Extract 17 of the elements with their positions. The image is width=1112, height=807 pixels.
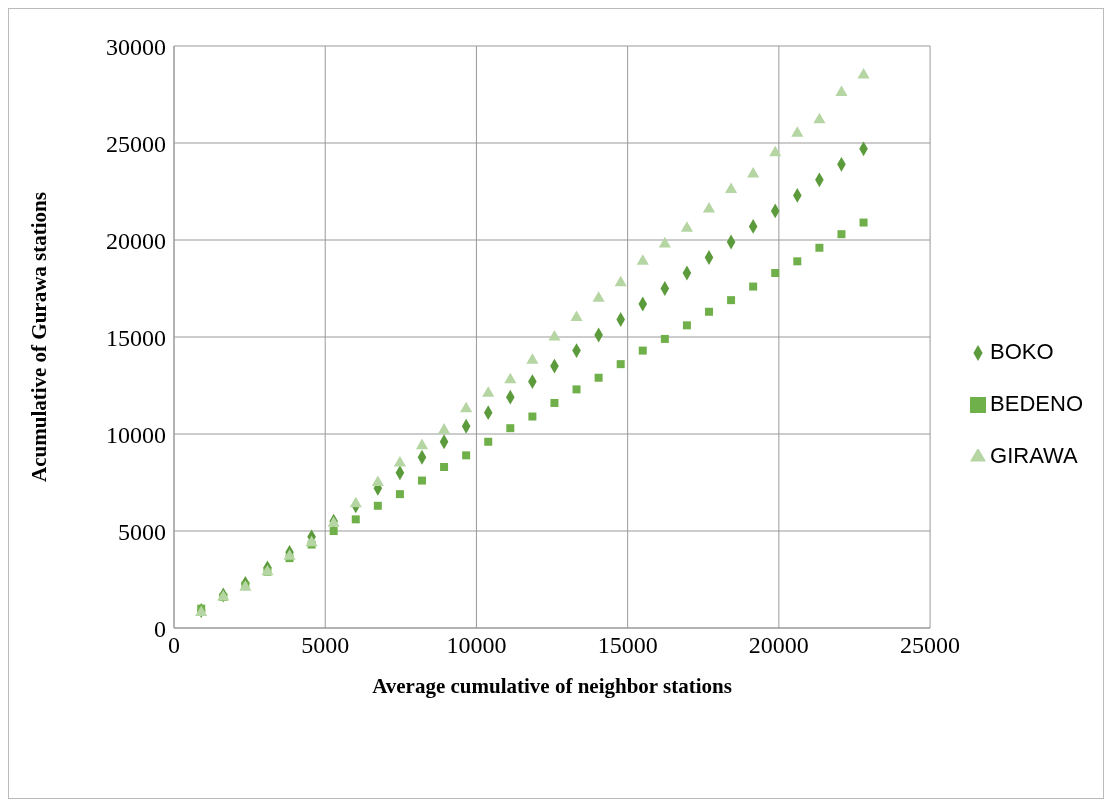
y-tick-label: 0: [154, 615, 166, 642]
y-tick-label: 30000: [106, 33, 166, 60]
x-tick-label: 25000: [900, 632, 961, 659]
x-tick-label: 15000: [597, 632, 658, 659]
x-tick-label: 10000: [446, 632, 507, 659]
y-tick-label: 5000: [118, 518, 166, 545]
y-tick-label: 15000: [106, 324, 166, 351]
y-tick-label: 25000: [106, 130, 166, 157]
legend-label: BEDENO: [990, 390, 1083, 416]
x-axis-title: Average cumulative of neighbor stations: [372, 674, 732, 698]
y-tick-label: 20000: [106, 227, 166, 254]
x-tick-label: 20000: [748, 632, 809, 659]
y-tick-label: 10000: [106, 421, 166, 448]
x-tick-label: 5000: [301, 632, 350, 659]
legend-label: BOKO: [990, 338, 1054, 364]
legend-label: GIRAWA: [990, 442, 1078, 468]
y-axis-title: Acumulative of Gurawa stations: [27, 192, 52, 482]
